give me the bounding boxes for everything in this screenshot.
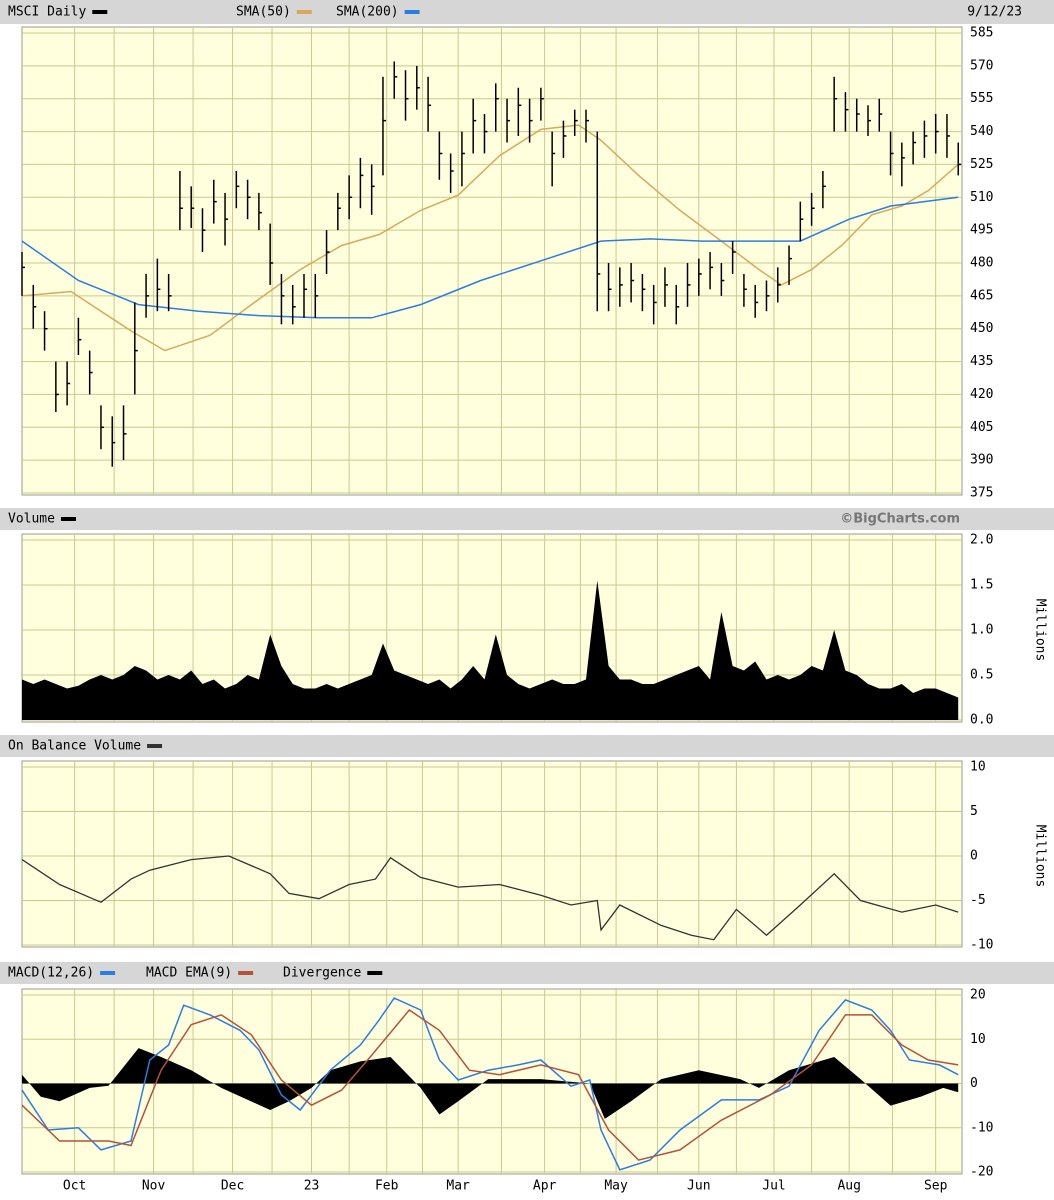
legend-label: MACD(12,26) (8, 966, 94, 981)
x-tick-label: Nov (142, 1179, 166, 1194)
y-axis-label: Millions (1033, 599, 1048, 662)
plot-area (21, 26, 963, 496)
x-tick-label: Sep (924, 1179, 948, 1194)
plot-area (21, 760, 963, 948)
legend-swatch (92, 10, 108, 14)
x-tick-label: Dec (221, 1179, 244, 1194)
y-tick-label: 480 (970, 256, 993, 271)
y-tick-label: 375 (970, 486, 993, 501)
x-tick-label: Feb (375, 1179, 399, 1194)
y-tick-label: -10 (970, 938, 993, 953)
y-tick-label: 435 (970, 354, 993, 369)
legend-swatch (296, 10, 312, 14)
header-bar (0, 0, 1054, 24)
y-tick-label: 405 (970, 420, 993, 435)
x-tick-label: May (604, 1179, 628, 1194)
y-tick-label: 555 (970, 91, 993, 106)
y-tick-label: 570 (970, 58, 993, 73)
x-tick-label: Aug (837, 1179, 860, 1194)
legend-swatch (404, 10, 420, 14)
y-tick-label: 0.0 (970, 713, 993, 728)
legend-label: On Balance Volume (8, 739, 141, 754)
legend-label: Divergence (283, 966, 361, 981)
y-tick-label: 0 (970, 1076, 978, 1091)
y-tick-label: 0 (970, 849, 978, 864)
legend-label: Volume (8, 512, 55, 527)
divergence-area (22, 1048, 959, 1119)
x-tick-label: Apr (533, 1179, 557, 1194)
x-tick-label: Jun (687, 1179, 710, 1194)
y-tick-label: 2.0 (970, 533, 993, 548)
y-tick-label: 10 (970, 760, 986, 775)
legend-label: SMA(50) (236, 5, 291, 20)
legend-swatch (238, 971, 254, 975)
x-tick-label: Jul (762, 1179, 785, 1194)
legend-swatch (100, 971, 116, 975)
date-label: 9/12/23 (967, 5, 1022, 20)
legend-swatch (60, 517, 76, 521)
legend-label: MSCI Daily (8, 5, 86, 20)
y-tick-label: 0.5 (970, 668, 993, 683)
y-tick-label: -20 (970, 1165, 993, 1180)
y-tick-label: 525 (970, 157, 993, 172)
series-line (21, 124, 959, 352)
y-tick-label: 1.0 (970, 623, 993, 638)
legend-label: MACD EMA(9) (146, 966, 232, 981)
series-line (21, 997, 959, 1171)
y-tick-label: 390 (970, 453, 993, 468)
volume-area (22, 580, 959, 720)
y-axis-label: Millions (1033, 825, 1048, 888)
y-tick-label: 465 (970, 288, 993, 303)
y-tick-label: -10 (970, 1120, 993, 1135)
y-tick-label: 420 (970, 387, 993, 402)
credit: ©BigCharts.com (840, 512, 960, 527)
y-tick-label: 450 (970, 321, 993, 336)
y-tick-label: 495 (970, 223, 993, 238)
x-tick-label: 23 (304, 1179, 320, 1194)
y-tick-label: 20 (970, 988, 986, 1003)
legend-swatch (367, 971, 383, 975)
series-line (21, 196, 959, 319)
y-tick-label: 540 (970, 124, 993, 139)
legend-swatch (147, 744, 163, 748)
y-tick-label: 510 (970, 190, 993, 205)
legend-label: SMA(200) (336, 5, 399, 20)
x-tick-label: Mar (446, 1179, 470, 1194)
x-tick-label: Oct (63, 1179, 86, 1194)
y-tick-label: 10 (970, 1032, 986, 1047)
obv-line (21, 855, 959, 941)
header-bar (0, 735, 1054, 757)
series-line (21, 1008, 959, 1161)
y-tick-label: 5 (970, 804, 978, 819)
y-tick-label: 585 (970, 26, 993, 41)
y-tick-label: 1.5 (970, 578, 993, 593)
header-bar (0, 962, 1054, 984)
y-tick-label: -5 (970, 893, 986, 908)
header-bar (0, 508, 1054, 530)
